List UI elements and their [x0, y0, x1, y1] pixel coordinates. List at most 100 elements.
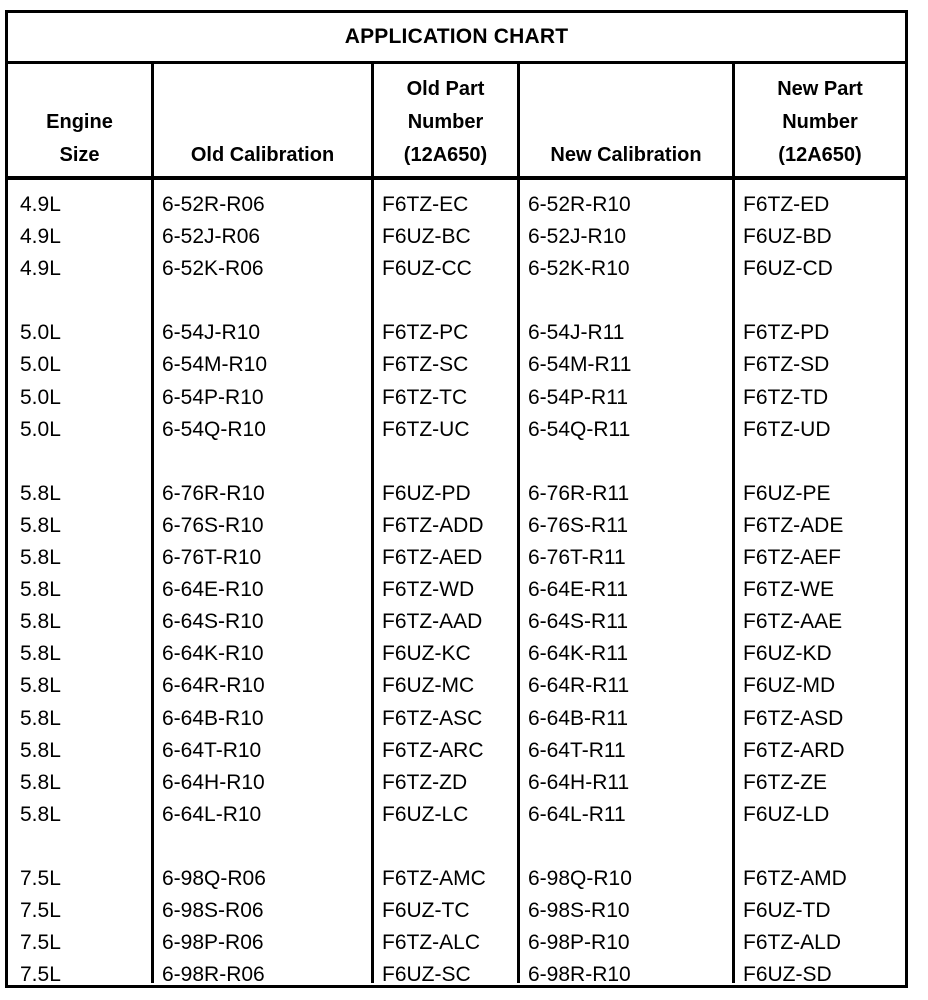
column-engine-size: 4.9L 4.9L 4.9L 5.0L 5.0L 5.0L 5.0L 5.8L 5.8L 5.8L…	[8, 180, 154, 986]
new-calibration-cell: 6-64T-R11	[528, 738, 626, 762]
new-calibration-cell: 6-52R-R10	[528, 193, 631, 216]
new-part-number-cell: F6TZ-ALD	[743, 931, 842, 955]
old-calibration-cell: 6-52J-R06	[162, 225, 261, 249]
old-part-number-cell: F6TZ-PC	[382, 321, 469, 345]
engine-size-cell: 5.8L	[20, 802, 61, 826]
old-calibration-cell: 6-64S-R10	[162, 610, 264, 634]
column-old-calibration: 6-52R-R06 6-52J-R06 6-52K-R06 6-54J-R10 6-54…	[154, 180, 374, 986]
new-calibration-cell: 6-98P-R10	[528, 931, 630, 955]
new-part-number-cell: F6TZ-AAE	[743, 610, 843, 634]
header-text: (12A650)	[403, 144, 488, 166]
new-part-number-cell: F6UZ-TD	[743, 899, 831, 923]
header-text: Number	[407, 111, 484, 133]
old-part-number-cell: F6TZ-ASC	[382, 706, 483, 730]
old-part-number-cell: F6TZ-ADD	[382, 513, 484, 537]
old-calibration-cell: 6-64B-R10	[162, 706, 264, 730]
new-calibration-cell: 6-76S-R11	[528, 513, 628, 537]
new-part-number-cell: F6TZ-ED	[743, 193, 830, 216]
group-spacer	[374, 446, 517, 478]
old-part-number-cell: F6UZ-BC	[382, 225, 471, 249]
engine-size-cell: 5.8L	[20, 770, 61, 794]
old-calibration-cell: 6-98R-R06	[162, 963, 265, 987]
header-new-calibration: New Calibration	[520, 64, 735, 176]
new-part-number-cell: F6TZ-ASD	[743, 706, 844, 730]
new-calibration-cell: 6-64H-R11	[528, 770, 630, 794]
group-spacer	[374, 285, 517, 317]
old-part-number-cell: F6UZ-KC	[382, 642, 471, 666]
new-part-number-cell: F6TZ-WE	[743, 578, 834, 602]
old-part-number-cell: F6TZ-TC	[382, 385, 468, 409]
old-calibration-cell: 6-64R-R10	[162, 674, 265, 698]
new-calibration-cell: 6-64L-R11	[528, 802, 626, 826]
new-calibration-cell: 6-64E-R11	[528, 578, 628, 602]
engine-size-cell: 4.9L	[20, 225, 61, 249]
column-old-part-number: F6TZ-EC F6UZ-BC F6UZ-CC F6TZ-PC F6TZ-SC F6TZ-…	[374, 180, 520, 986]
new-part-number-cell: F6UZ-LD	[743, 802, 830, 826]
old-part-number-cell: F6TZ-ZD	[382, 770, 468, 794]
new-calibration-cell: 6-76R-R11	[528, 481, 630, 505]
header-engine-size: Engine Size	[8, 64, 154, 176]
group-spacer	[154, 285, 371, 317]
old-calibration-cell: 6-64L-R10	[162, 802, 262, 826]
new-part-number-cell: F6UZ-KD	[743, 642, 832, 666]
column-new-calibration: 6-52R-R10 6-52J-R10 6-52K-R10 6-54J-R11 6-54…	[520, 180, 735, 986]
new-part-number-cell: F6TZ-ARD	[743, 738, 845, 762]
old-part-number-cell: F6UZ-MC	[382, 674, 475, 698]
new-calibration-cell: 6-98R-R10	[528, 963, 631, 987]
new-part-number-cell: F6TZ-ZE	[743, 770, 827, 794]
old-part-number-cell: F6UZ-PD	[382, 481, 471, 505]
old-part-number-cell: F6TZ-WD	[382, 578, 475, 602]
old-calibration-cell: 6-76T-R10	[162, 546, 262, 570]
table-title: APPLICATION CHART	[8, 13, 905, 64]
new-part-number-cell: F6UZ-BD	[743, 225, 832, 249]
engine-size-cell: 5.8L	[20, 578, 61, 602]
engine-size-cell: 5.0L	[20, 385, 61, 409]
engine-size-cell: 5.0L	[20, 321, 61, 345]
group-spacer	[8, 446, 151, 478]
engine-size-cell: 5.8L	[20, 513, 61, 537]
old-calibration-cell: 6-54P-R10	[162, 385, 264, 409]
old-part-number-cell: F6UZ-LC	[382, 802, 469, 826]
engine-size-cell: 5.8L	[20, 642, 61, 666]
new-part-number-cell: F6TZ-ADE	[743, 513, 844, 537]
new-calibration-cell: 6-52J-R10	[528, 225, 627, 249]
old-calibration-cell: 6-52K-R06	[162, 257, 264, 281]
old-part-number-cell: F6TZ-EC	[382, 193, 469, 216]
header-old-calibration: Old Calibration	[154, 64, 374, 176]
engine-size-cell: 5.8L	[20, 738, 61, 762]
old-calibration-cell: 6-54Q-R10	[162, 417, 266, 441]
old-part-number-cell: F6TZ-AAD	[382, 610, 483, 634]
header-old-part-number: Old Part Number (12A650)	[374, 64, 520, 176]
group-spacer	[154, 446, 371, 478]
old-calibration-cell: 6-54M-R10	[162, 353, 268, 377]
engine-size-cell: 5.8L	[20, 610, 61, 634]
new-calibration-cell: 6-76T-R11	[528, 546, 626, 570]
old-calibration-cell: 6-76R-R10	[162, 481, 265, 505]
new-calibration-cell: 6-64S-R11	[528, 610, 628, 634]
old-part-number-cell: F6TZ-SC	[382, 353, 469, 377]
new-calibration-cell: 6-54M-R11	[528, 353, 632, 377]
engine-size-cell: 5.8L	[20, 706, 61, 730]
new-part-number-cell: F6TZ-AMD	[743, 866, 847, 890]
old-calibration-cell: 6-98Q-R06	[162, 866, 266, 890]
old-calibration-cell: 6-98S-R06	[162, 899, 264, 923]
header-text: Engine	[46, 111, 113, 133]
engine-size-cell: 4.9L	[20, 257, 61, 281]
new-calibration-cell: 6-54J-R11	[528, 321, 625, 345]
header-text: Old Calibration	[190, 144, 335, 166]
engine-size-cell: 7.5L	[20, 931, 61, 955]
new-calibration-cell: 6-98S-R10	[528, 899, 630, 923]
new-calibration-cell: 6-64B-R11	[528, 706, 628, 730]
new-part-number-cell: F6TZ-SD	[743, 353, 830, 377]
new-part-number-cell: F6TZ-PD	[743, 321, 830, 345]
application-chart-table: APPLICATION CHART Engine Size Old Calibr…	[5, 10, 908, 988]
engine-size-cell: 5.0L	[20, 417, 61, 441]
new-calibration-cell: 6-52K-R10	[528, 257, 630, 281]
old-calibration-cell: 6-64T-R10	[162, 738, 262, 762]
group-spacer	[735, 446, 905, 478]
engine-size-cell: 7.5L	[20, 963, 61, 987]
engine-size-cell: 4.9L	[20, 193, 61, 216]
old-calibration-cell: 6-64E-R10	[162, 578, 264, 602]
old-calibration-cell: 6-98P-R06	[162, 931, 264, 955]
old-part-number-cell: F6TZ-AED	[382, 546, 483, 570]
